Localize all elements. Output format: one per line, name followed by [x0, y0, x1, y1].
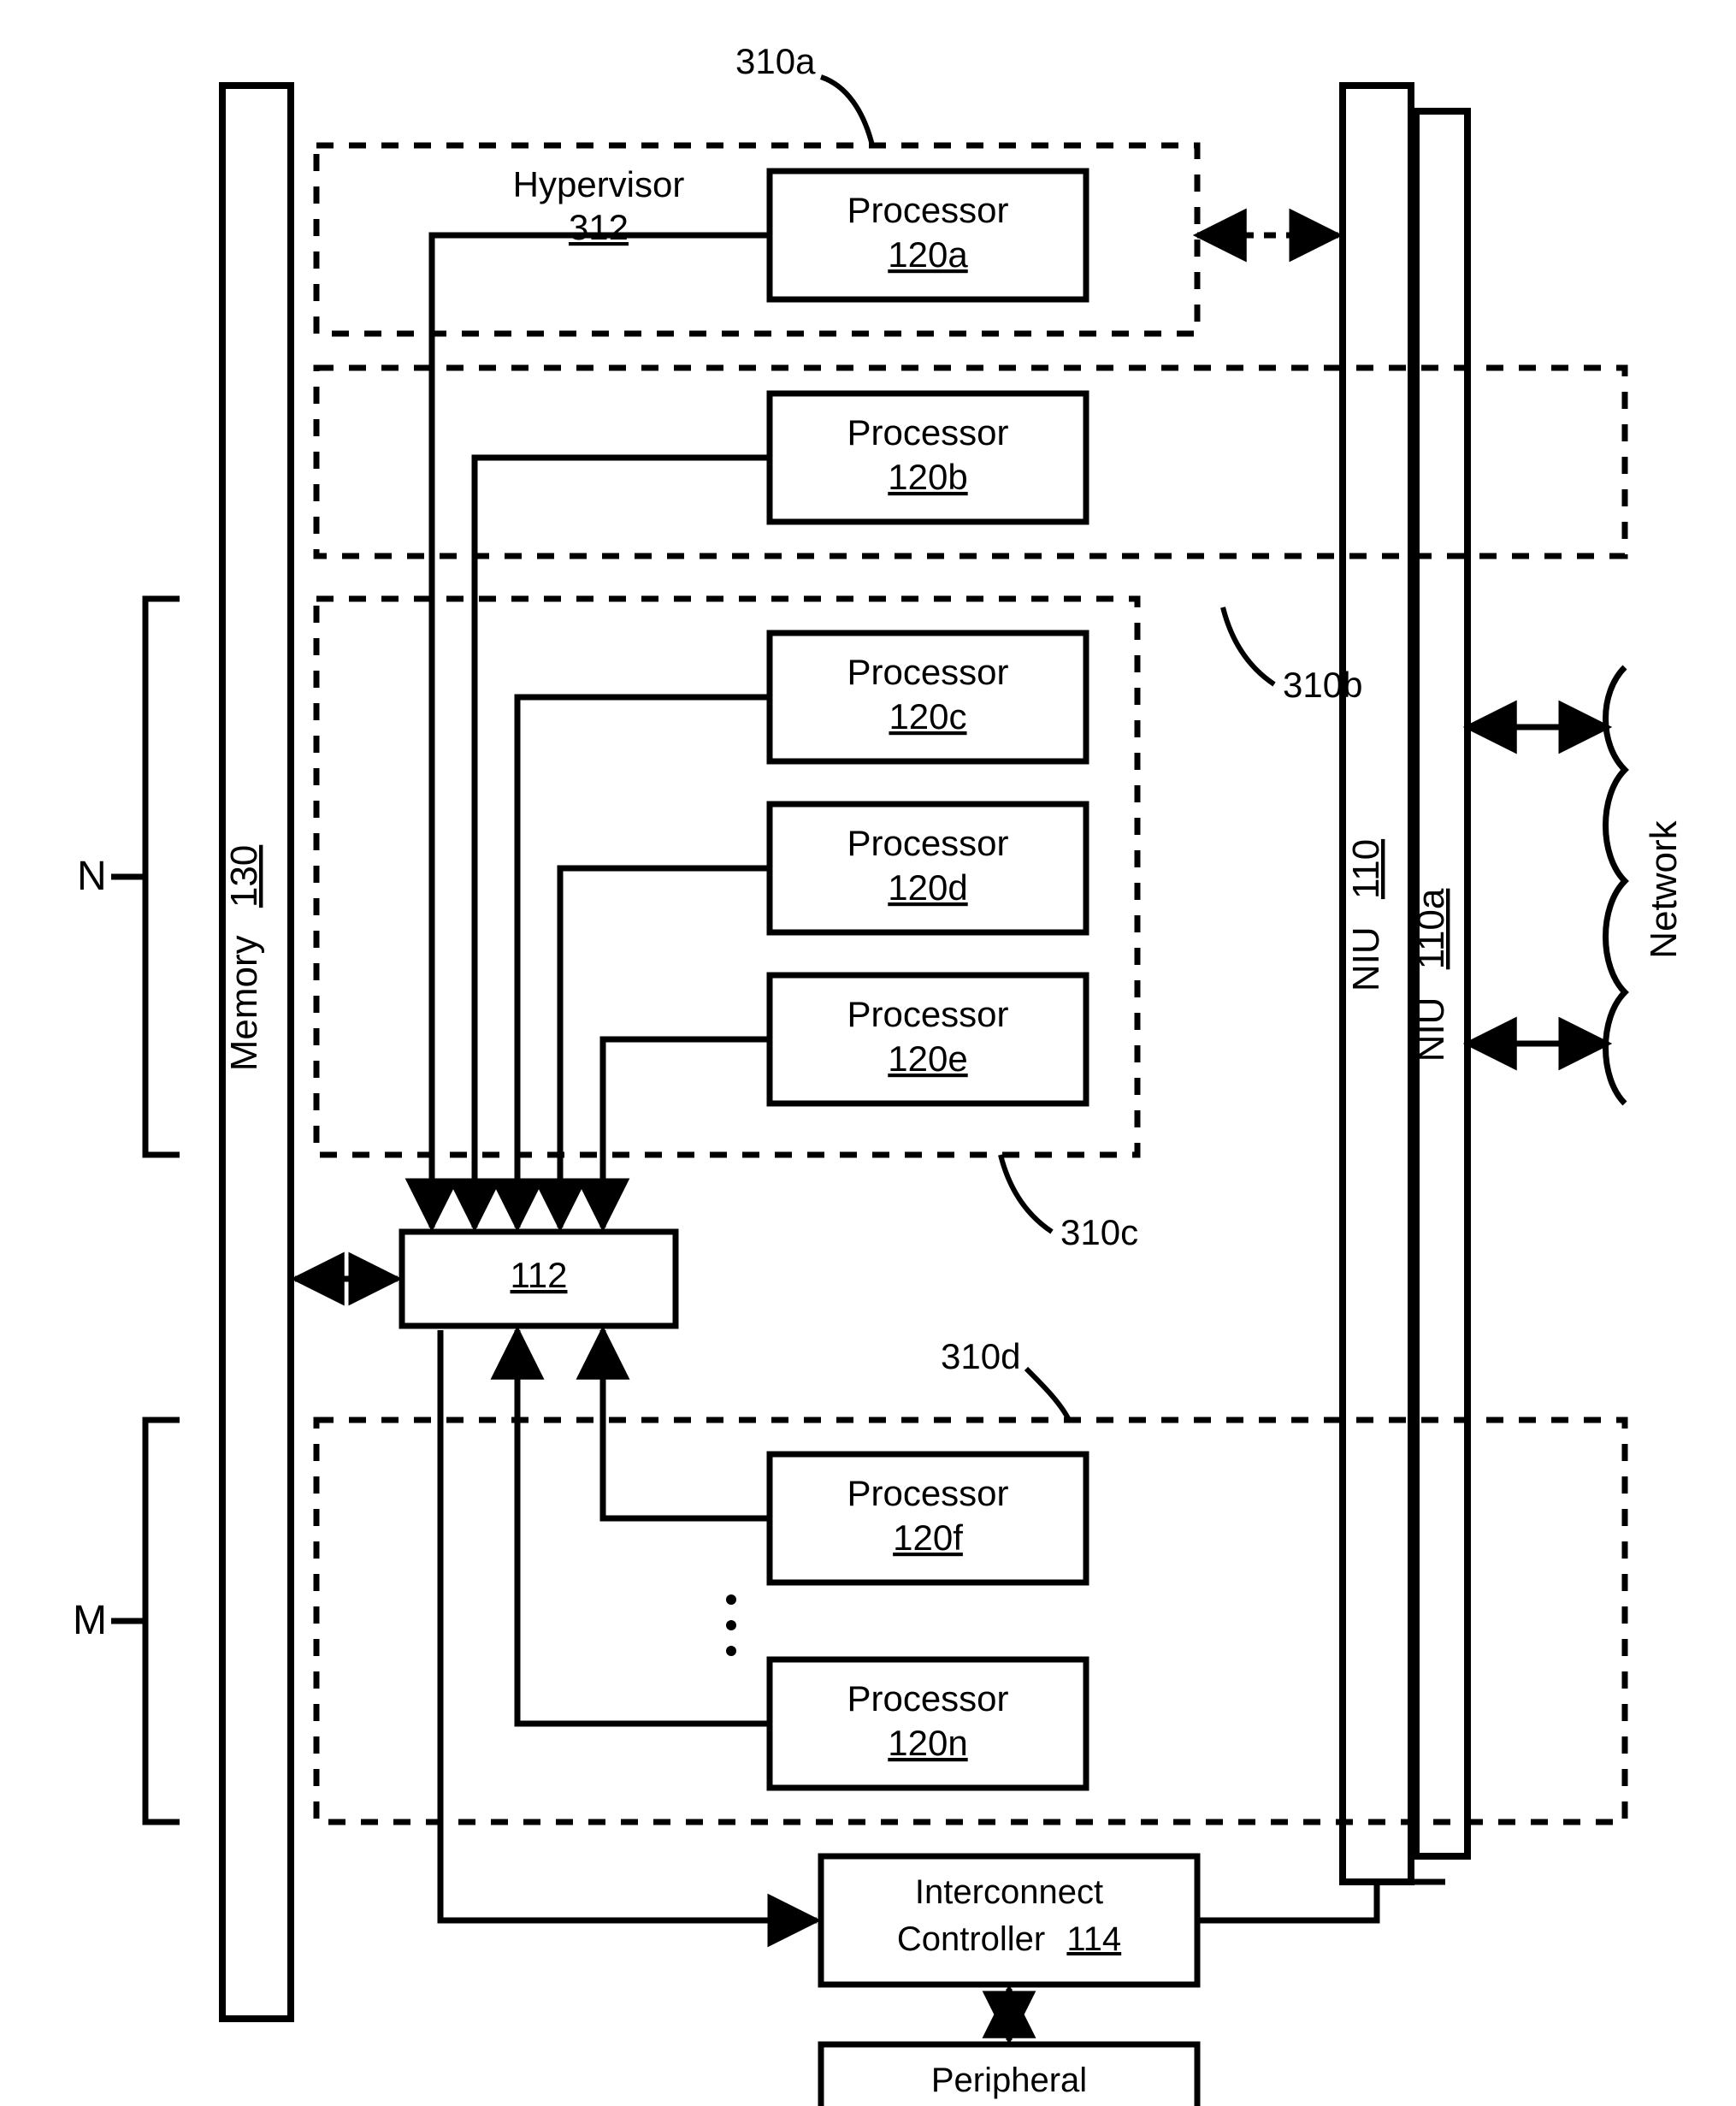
bracket-N-label: N: [77, 854, 107, 899]
niu-a-ref: 110a: [1410, 888, 1452, 969]
ellipsis-icon: [726, 1594, 736, 1656]
processor-120e: Processor 120e: [770, 975, 1086, 1103]
hypervisor-ref: 312: [569, 207, 629, 247]
processor-e-label: Processor: [847, 994, 1008, 1034]
hypervisor-label: Hypervisor: [513, 164, 685, 204]
peripheral-label: Peripheral: [931, 2062, 1087, 2099]
niu-ref: 110: [1345, 839, 1387, 899]
peripheral-interface: Peripheral Interface 116: [821, 2044, 1197, 2106]
callout-310c: 310c: [1060, 1212, 1138, 1252]
bracket-M: M: [73, 1420, 180, 1822]
interconnect-label: Interconnect: [915, 1873, 1103, 1911]
mux-112: 112: [402, 1232, 676, 1326]
processor-n-ref: 120n: [888, 1723, 967, 1763]
processor-120f: Processor 120f: [770, 1454, 1086, 1582]
processor-120a: Processor 120a: [770, 171, 1086, 299]
processor-120n: Processor 120n: [770, 1659, 1086, 1788]
callout-310a: 310a: [735, 41, 816, 81]
network: Network: [1467, 667, 1685, 1103]
processor-d-ref: 120d: [888, 867, 967, 908]
processor-120b: Processor 120b: [770, 393, 1086, 522]
bracket-N: N: [77, 599, 180, 1155]
processor-a-ref: 120a: [888, 234, 968, 275]
niu-a-label: NIU: [1410, 997, 1452, 1062]
processor-f-ref: 120f: [893, 1517, 963, 1558]
diagram-canvas: Memory 130 NIU 110 NIU 110a Network 310a…: [0, 0, 1736, 2106]
processor-d-label: Processor: [847, 823, 1008, 863]
processor-c-label: Processor: [847, 652, 1008, 692]
processor-e-ref: 120e: [888, 1038, 967, 1079]
callout-310d: 310d: [941, 1336, 1020, 1376]
partition-310a: 310a Hypervisor 312 Processor 120a: [316, 41, 1197, 334]
niu-bar: NIU 110: [1343, 86, 1411, 1882]
processor-b-label: Processor: [847, 412, 1008, 453]
interconnect-sub: Controller: [897, 1920, 1045, 1958]
callout-310b: 310b: [1283, 665, 1362, 705]
niu-label: NIU: [1345, 926, 1387, 991]
svg-text:Memory 130: Memory 130: [223, 845, 265, 1072]
memory-ref: 130: [223, 845, 265, 908]
memory-label: Memory: [223, 935, 265, 1071]
processor-c-ref: 120c: [889, 696, 966, 737]
processor-b-ref: 120b: [888, 457, 967, 497]
memory-bar: Memory 130: [222, 86, 291, 2019]
interconnect-controller: Interconnect Controller 114: [821, 1856, 1197, 1985]
bracket-M-label: M: [73, 1598, 107, 1643]
niu-a-bar: NIU 110a: [1410, 111, 1467, 1856]
svg-text:Controller 114: Controller 114: [897, 1920, 1121, 1958]
network-label: Network: [1643, 819, 1685, 958]
processor-f-label: Processor: [847, 1473, 1008, 1513]
mux-ref: 112: [511, 1255, 568, 1295]
processor-a-label: Processor: [847, 190, 1008, 230]
interconnect-ref: 114: [1066, 1920, 1121, 1958]
processor-n-label: Processor: [847, 1678, 1008, 1719]
processor-120c: Processor 120c: [770, 633, 1086, 761]
processor-120d: Processor 120d: [770, 804, 1086, 932]
